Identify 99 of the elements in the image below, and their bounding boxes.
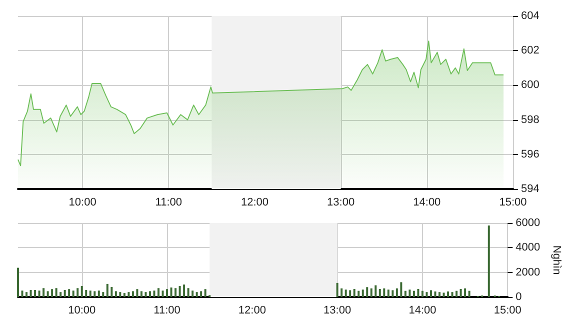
bar bbox=[442, 292, 445, 297]
y-tick-label: 2000 bbox=[516, 266, 540, 278]
bar bbox=[426, 292, 428, 297]
bar bbox=[178, 286, 181, 297]
bar bbox=[136, 289, 138, 297]
bar bbox=[110, 287, 113, 297]
bar bbox=[204, 289, 206, 297]
bar bbox=[26, 292, 28, 297]
bar bbox=[438, 292, 441, 297]
bar bbox=[94, 291, 96, 297]
bar bbox=[421, 290, 424, 297]
bar bbox=[460, 288, 462, 297]
y-tick-label: 594 bbox=[521, 183, 540, 195]
bar bbox=[85, 290, 88, 297]
y-tick-label: 602 bbox=[521, 44, 540, 57]
bar bbox=[34, 290, 36, 297]
bar bbox=[158, 288, 160, 297]
bar bbox=[76, 288, 79, 297]
bar bbox=[383, 288, 386, 297]
bar bbox=[336, 282, 338, 297]
bar bbox=[174, 288, 177, 297]
bar bbox=[60, 292, 62, 297]
bar bbox=[400, 282, 402, 297]
x-tick-label: 10:00 bbox=[68, 304, 96, 316]
bar bbox=[30, 290, 32, 297]
bar bbox=[21, 290, 24, 297]
x-tick-label: 15:00 bbox=[499, 196, 527, 208]
bar bbox=[42, 288, 45, 297]
y-tick-label: 598 bbox=[521, 114, 540, 126]
bar bbox=[374, 285, 377, 297]
bar bbox=[17, 268, 19, 297]
x-tick-label: 10:00 bbox=[68, 196, 96, 208]
x-tick-label: 14:00 bbox=[408, 304, 436, 316]
bar bbox=[430, 290, 432, 297]
bar bbox=[98, 290, 100, 297]
bar bbox=[456, 290, 458, 297]
bar bbox=[89, 290, 92, 297]
bar bbox=[349, 290, 352, 297]
bar bbox=[344, 290, 347, 297]
bar bbox=[392, 290, 394, 297]
bar bbox=[144, 292, 147, 297]
bar bbox=[353, 288, 356, 297]
bar bbox=[132, 291, 134, 297]
bar bbox=[38, 290, 40, 297]
bar bbox=[387, 290, 390, 297]
bar bbox=[396, 288, 398, 297]
bar bbox=[412, 290, 415, 297]
x-tick-label: 11:00 bbox=[155, 196, 182, 208]
bar bbox=[102, 292, 104, 297]
y-tick-label: 600 bbox=[521, 79, 540, 92]
bar bbox=[366, 287, 368, 297]
bar bbox=[187, 288, 190, 297]
bar bbox=[370, 288, 372, 297]
bar bbox=[46, 291, 49, 297]
bar bbox=[464, 288, 466, 297]
bar bbox=[196, 292, 198, 297]
x-tick-label: 15:00 bbox=[494, 304, 522, 316]
bar bbox=[170, 288, 172, 297]
bar bbox=[417, 288, 420, 297]
y-tick-label: 6000 bbox=[516, 217, 540, 229]
bar bbox=[447, 291, 450, 297]
bar bbox=[468, 290, 470, 297]
bar bbox=[80, 286, 83, 297]
bar bbox=[434, 291, 436, 297]
bar bbox=[488, 225, 490, 297]
bar bbox=[183, 284, 186, 297]
bar bbox=[119, 292, 122, 297]
y-tick-label: 4000 bbox=[516, 242, 540, 254]
x-tick-label: 14:00 bbox=[413, 196, 441, 208]
bar bbox=[68, 289, 70, 297]
bar bbox=[200, 291, 202, 297]
bar bbox=[362, 290, 364, 297]
x-tick-label: 13:00 bbox=[327, 196, 355, 208]
bar bbox=[162, 290, 164, 297]
bar bbox=[358, 290, 360, 297]
bar bbox=[55, 288, 58, 297]
bar bbox=[123, 293, 126, 297]
bar bbox=[408, 290, 411, 297]
bar bbox=[72, 290, 74, 297]
bar bbox=[114, 291, 117, 297]
y-tick-label: 596 bbox=[521, 148, 540, 160]
y-tick-label: 0 bbox=[516, 291, 522, 303]
x-tick-label: 11:00 bbox=[154, 304, 180, 316]
bar bbox=[404, 290, 406, 297]
bar bbox=[148, 291, 151, 297]
bar bbox=[153, 290, 156, 297]
bar bbox=[106, 284, 108, 297]
x-tick-label: 12:00 bbox=[240, 196, 269, 208]
bar bbox=[192, 290, 194, 297]
bar bbox=[140, 291, 142, 297]
bar bbox=[451, 292, 454, 297]
x-tick-label: 12:00 bbox=[238, 304, 266, 316]
bar bbox=[166, 289, 168, 297]
y-tick-label: 604 bbox=[521, 10, 540, 22]
bar bbox=[51, 289, 54, 297]
bar bbox=[378, 288, 381, 297]
y-axis-title: Nghìn bbox=[550, 245, 562, 275]
x-tick-label: 13:00 bbox=[324, 304, 352, 316]
bar bbox=[340, 288, 343, 297]
